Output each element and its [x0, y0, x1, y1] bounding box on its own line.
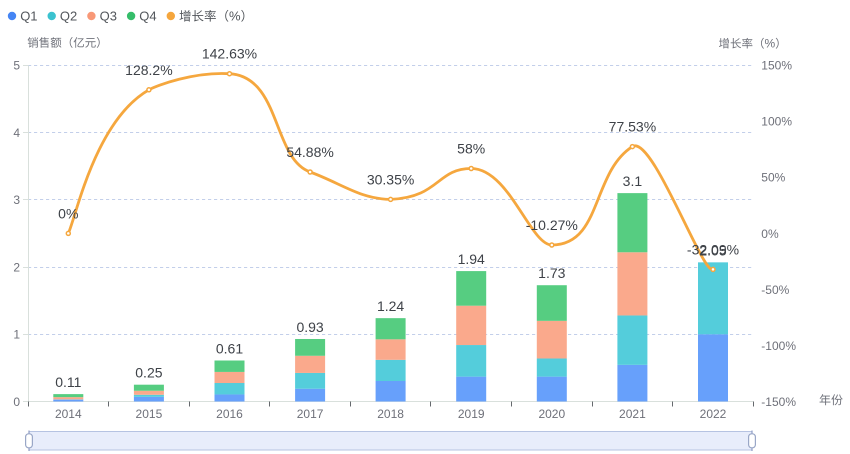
svg-text:Q2: Q2 — [60, 8, 77, 23]
svg-text:100%: 100% — [761, 115, 792, 129]
svg-text:2.05: 2.05 — [699, 242, 726, 258]
svg-text:2015: 2015 — [136, 407, 163, 421]
svg-text:128.2%: 128.2% — [125, 62, 172, 78]
svg-text:150%: 150% — [761, 59, 792, 73]
svg-text:2021: 2021 — [619, 407, 646, 421]
svg-text:2020: 2020 — [538, 407, 565, 421]
svg-text:%: % — [229, 8, 241, 23]
svg-text:2017: 2017 — [297, 407, 324, 421]
svg-text:Q1: Q1 — [20, 8, 37, 23]
svg-text:2: 2 — [13, 260, 20, 274]
svg-text:-50%: -50% — [761, 283, 789, 297]
svg-text:58%: 58% — [457, 141, 485, 157]
svg-text:0.11: 0.11 — [55, 374, 81, 390]
svg-text:30.35%: 30.35% — [367, 171, 414, 187]
svg-text:2014: 2014 — [55, 407, 82, 421]
svg-text:1.94: 1.94 — [458, 251, 485, 267]
svg-text:2019: 2019 — [458, 407, 485, 421]
svg-text:50%: 50% — [761, 171, 785, 185]
svg-text:2016: 2016 — [216, 407, 243, 421]
svg-text:%: % — [765, 37, 776, 51]
svg-text:2022: 2022 — [700, 407, 727, 421]
svg-text:0%: 0% — [761, 227, 779, 241]
svg-text:4: 4 — [13, 126, 20, 140]
svg-text:-10.27%: -10.27% — [526, 217, 578, 233]
svg-text:0%: 0% — [58, 205, 78, 221]
svg-text:1.24: 1.24 — [377, 298, 404, 314]
svg-text:0.93: 0.93 — [296, 319, 323, 335]
svg-text:54.88%: 54.88% — [286, 144, 333, 160]
svg-text:Q4: Q4 — [139, 8, 156, 23]
svg-text:0.61: 0.61 — [216, 341, 243, 357]
svg-text:142.63%: 142.63% — [202, 46, 257, 62]
svg-text:2018: 2018 — [377, 407, 404, 421]
svg-text:77.53%: 77.53% — [609, 119, 656, 135]
svg-text:5: 5 — [13, 59, 20, 73]
svg-text:Q3: Q3 — [100, 8, 117, 23]
svg-text:-100%: -100% — [761, 339, 796, 353]
svg-text:1.73: 1.73 — [538, 265, 565, 281]
svg-text:3: 3 — [13, 193, 20, 207]
svg-text:-150%: -150% — [761, 395, 796, 409]
svg-text:-32.09%: -32.09% — [687, 241, 739, 257]
svg-text:0.25: 0.25 — [135, 365, 162, 381]
svg-text:0: 0 — [13, 395, 20, 409]
svg-text:1: 1 — [13, 328, 20, 342]
svg-text:3.1: 3.1 — [623, 173, 643, 189]
